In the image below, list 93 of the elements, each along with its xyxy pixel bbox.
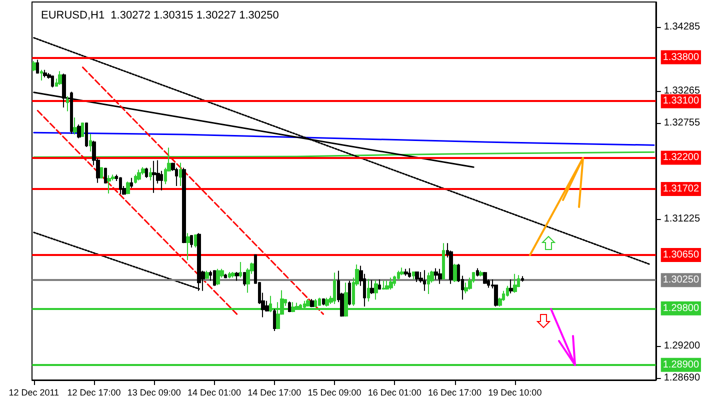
ref-line-label: 1.33800 [662,52,700,63]
text: EURUSD,H1 1.30272 1.30315 1.30227 1.30250 [41,10,279,22]
candlestick [427,272,430,294]
y-tick-label: 1.34285 [664,21,700,32]
candlestick [228,272,231,279]
ref-line-label: 1.30250 [662,274,700,286]
candlestick [152,160,156,194]
candlestick [318,297,321,306]
candlestick [370,280,374,294]
x-tick-label: 16 Dec 17:00 [428,388,482,398]
candlestick [32,60,36,72]
candlestick [442,242,445,280]
candlestick [348,280,351,306]
y-tick-label: 1.29200 [664,340,700,352]
candlestick [100,166,103,179]
candlestick [273,308,276,332]
candlestick [126,181,130,195]
candlestick [506,285,509,297]
candlestick [423,270,426,292]
candlestick [231,272,235,278]
candlestick [385,280,389,290]
candlestick [412,272,415,280]
candlestick [415,272,419,283]
candlestick [43,69,47,78]
candlestick [77,124,81,139]
candlestick [476,268,479,277]
y-tick-label: 1.32755 [664,117,700,128]
candlestick [73,117,77,135]
candlestick [389,277,393,290]
candlestick [333,272,336,305]
candlestick [89,133,92,152]
y-tick-label: 1.28690 [664,372,700,384]
candlestick [509,279,513,294]
candlestick [288,301,291,313]
candlestick [213,270,216,286]
candlestick [66,96,69,112]
candlestick [194,234,197,248]
candlestick [378,279,381,290]
candlestick [521,276,524,282]
candlestick [119,176,122,195]
candlestick [400,267,404,276]
x-tick-label: 16 Dec 01:00 [368,388,422,398]
candlestick [235,272,239,282]
candlestick [367,278,370,302]
candlestick [179,162,182,186]
candlestick [310,298,314,308]
candlestick [224,273,227,279]
line-series [33,132,655,146]
candlestick [513,273,517,294]
candlestick [382,280,385,290]
candlestick [243,272,246,286]
candlestick [186,232,190,261]
x-tick-label: 12 Dec 17:00 [67,388,121,398]
candlestick [107,174,111,194]
candlestick [404,268,408,276]
candlestick [408,268,411,278]
ref-line-label: 1.32200 [662,152,700,164]
candlestick [130,177,133,188]
ref-line-label: 1.31702 [662,183,700,194]
candlestick [453,263,457,283]
candlestick [434,268,438,280]
candlestick [479,270,483,277]
x-tick-label: 12 Dec 2011 [8,388,60,398]
ref-line-label: 1.33100 [662,96,700,107]
candlestick [85,122,88,148]
x-tick-label: 19 Dec 10:00 [488,388,542,398]
candlestick [483,272,487,284]
ref-line-label: 1.30650 [662,250,700,261]
candlestick [36,59,39,74]
candlestick [322,298,325,306]
ref-line-label: 1.29800 [662,302,700,314]
candlestick [205,270,209,280]
candlestick [216,268,220,286]
candlestick [81,122,84,138]
ref-line-label: 1.28900 [662,359,700,370]
x-tick-label: 13 Dec 09:00 [127,388,181,398]
candlestick [374,280,378,300]
candlestick [40,69,43,81]
candlestick [51,74,54,88]
x-tick-label: 14 Dec 17:00 [248,388,302,398]
candlestick [182,167,186,244]
y-tick-label: 1.33265 [664,85,700,96]
candlestick [104,167,107,184]
candlestick [149,167,152,181]
x-tick-label: 15 Dec 09:00 [308,388,362,398]
x-tick-label: 14 Dec 01:00 [187,388,242,398]
candlestick [438,268,442,284]
candlestick [190,234,193,248]
candlestick [137,169,141,181]
candlestick [239,261,242,278]
candlestick [58,70,62,86]
candlestick [145,167,148,178]
y-tick-label: 1.31225 [664,213,700,224]
